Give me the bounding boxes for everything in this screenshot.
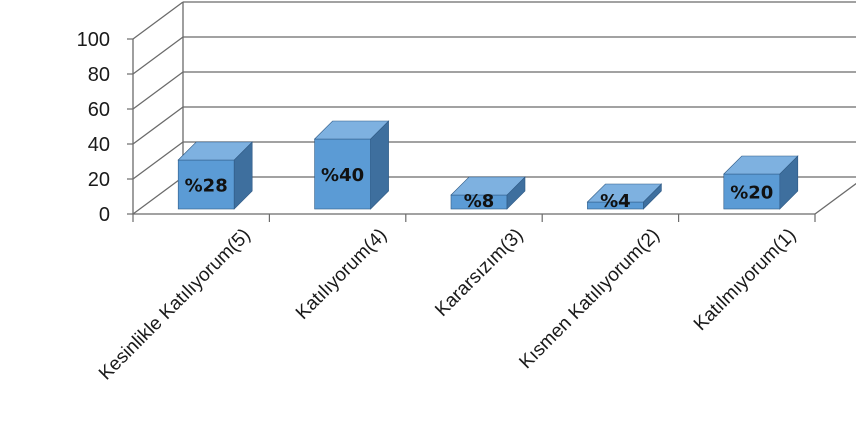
bar-top-face — [313, 120, 390, 140]
y-axis-ticks: 0 20 40 60 80 100 — [77, 29, 133, 226]
data-label: %20 — [730, 183, 773, 204]
bar — [450, 176, 526, 210]
bar-front-face — [314, 138, 371, 210]
x-axis-categories: Kesinlikle Katılıyorum(5) Katılıyorum(4) K… — [95, 225, 800, 385]
gridline-side — [132, 36, 184, 75]
y-tick-label: 0 — [99, 204, 110, 226]
gridline-side — [132, 1, 184, 40]
x-category-label: Kararsızım(3) — [431, 225, 527, 321]
x-category-label: Kısmen Katılıyorum(2) — [515, 225, 663, 373]
chart-grid — [132, 1, 856, 222]
bar-front-face — [723, 173, 781, 210]
bar — [586, 183, 663, 210]
bar-top-face — [177, 141, 253, 161]
data-label: %28 — [185, 176, 228, 197]
x-category-label: Katılıyorum(4) — [292, 225, 391, 324]
data-label: %40 — [321, 165, 364, 186]
y-tick-label: 80 — [88, 64, 110, 86]
bar-top-face — [586, 183, 663, 203]
y-tick-label: 40 — [88, 134, 110, 156]
gridline-side — [132, 141, 184, 180]
data-label: %8 — [464, 191, 495, 212]
data-label: %4 — [600, 191, 631, 212]
bar — [313, 120, 390, 210]
y-tick-label: 20 — [88, 169, 110, 191]
bar — [177, 141, 253, 210]
bars — [177, 120, 799, 210]
y-tick-label: 100 — [77, 29, 110, 51]
bar-top-face — [723, 155, 799, 175]
gridline-side — [132, 71, 184, 110]
gridline-side — [132, 176, 184, 215]
gridline-side — [132, 106, 184, 145]
bar-top-face — [450, 176, 526, 196]
x-category-label: Katılmıyorum(1) — [690, 225, 800, 335]
data-labels: %28 %40 %8 %4 %20 — [185, 165, 774, 212]
bar-front-face — [177, 159, 235, 210]
floor-right-edge — [814, 182, 856, 215]
bar — [723, 155, 799, 210]
x-category-label: Kesinlikle Katılıyorum(5) — [95, 225, 255, 385]
y-tick-label: 60 — [88, 99, 110, 121]
